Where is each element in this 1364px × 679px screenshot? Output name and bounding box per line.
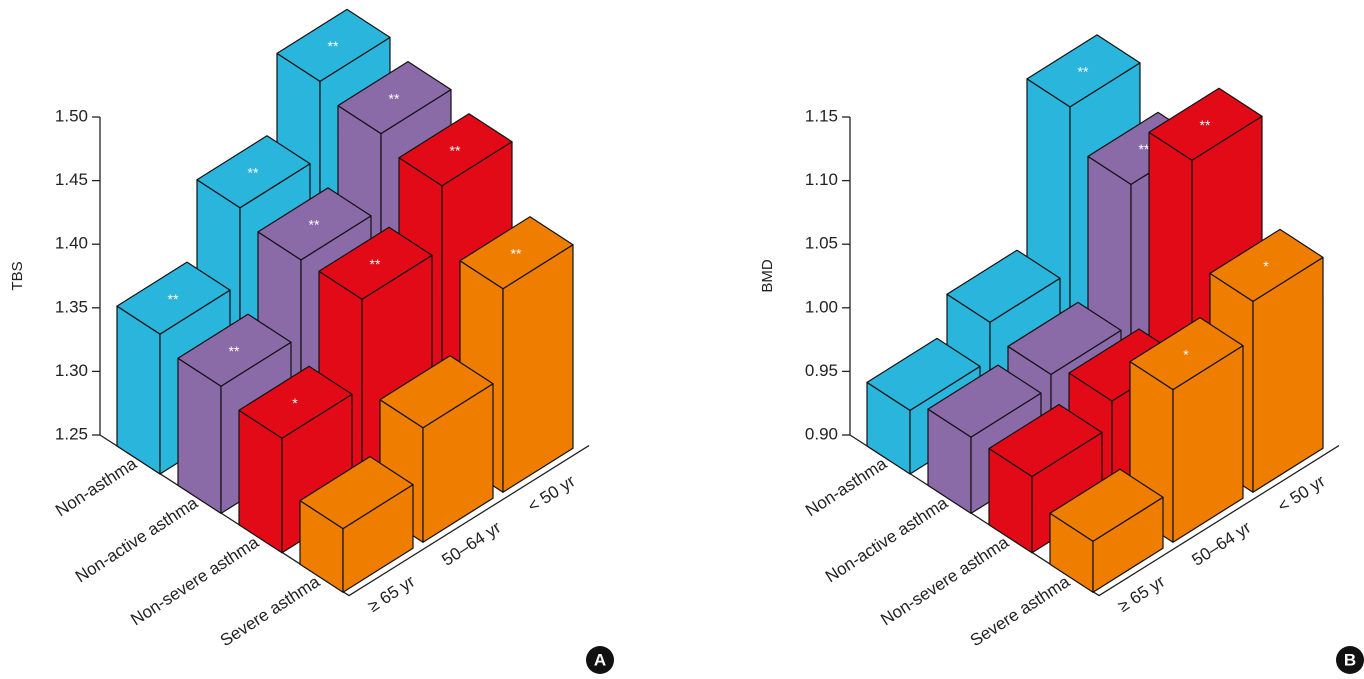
significance-label: **: [248, 164, 259, 180]
y-tick-label: 0.90: [805, 424, 838, 443]
significance-label: **: [168, 291, 179, 307]
significance-label: **: [328, 38, 339, 54]
group-label: Severe asthma: [217, 572, 324, 651]
group-label: Non-severe asthma: [127, 532, 262, 629]
significance-label: **: [511, 245, 522, 261]
bar-top-face: [1007, 301, 1122, 375]
y-axis-title: BMD: [759, 259, 776, 293]
significance-label: **: [450, 142, 461, 158]
group-label: Non-active asthma: [72, 493, 202, 586]
bar-top-face: [398, 113, 513, 187]
group-label: Severe asthma: [967, 572, 1074, 651]
y-tick-label: 1.45: [55, 170, 88, 189]
bar-top-face: [459, 216, 574, 290]
y-tick-label: 0.95: [805, 361, 838, 380]
bar-top-face: [276, 8, 391, 83]
bar-top-face: [946, 249, 1061, 323]
panel-label: B: [1344, 650, 1356, 669]
significance-label: **: [1139, 141, 1150, 157]
age-label: < 50 yr: [1274, 471, 1329, 516]
significance-label: *: [292, 395, 298, 411]
bar-top-face: [299, 456, 414, 530]
y-tick-label: 1.05: [805, 234, 838, 253]
y-axis-title: TBS: [9, 261, 26, 290]
bar: [299, 456, 414, 593]
age-label: ≥ 65 yr: [365, 571, 419, 615]
significance-label: **: [370, 256, 381, 272]
bar-top-face: [337, 60, 452, 135]
bar-top-face: [1129, 317, 1244, 391]
age-label: < 50 yr: [524, 471, 579, 516]
panel-label: A: [594, 650, 606, 669]
y-tick-label: 1.15: [805, 106, 838, 125]
bar-top-face: [1026, 34, 1141, 108]
y-tick-label: 1.25: [55, 424, 88, 443]
y-tick-label: 1.10: [805, 170, 838, 189]
age-label: ≥ 65 yr: [1115, 571, 1169, 615]
bar-top-face: [1209, 228, 1324, 302]
significance-label: *: [1263, 258, 1269, 274]
bar-top-face: [257, 187, 372, 261]
group-label: Non-asthma: [802, 454, 890, 521]
bar-top-face: [1148, 87, 1263, 161]
panel-badge: [1336, 646, 1364, 674]
significance-label: **: [1200, 117, 1211, 133]
y-tick-label: 1.30: [55, 361, 88, 380]
significance-label: **: [229, 343, 240, 359]
bar-top-face: [196, 135, 311, 209]
bar-top-face: [177, 313, 292, 387]
significance-label: *: [1183, 346, 1189, 362]
bar: [1049, 468, 1164, 593]
bar-top-face: [116, 261, 231, 335]
bar-front-face: [116, 305, 161, 475]
group-label: Non-active asthma: [822, 493, 952, 586]
bar-top-face: [318, 226, 433, 300]
significance-label: **: [1078, 64, 1089, 80]
significance-label: **: [389, 90, 400, 106]
y-tick-label: 1.40: [55, 234, 88, 253]
significance-label: **: [309, 217, 320, 233]
y-tick-label: 1.50: [55, 106, 88, 125]
bar-top-face: [927, 364, 1042, 438]
bar-top-face: [866, 337, 981, 411]
panel-badge: [586, 646, 614, 674]
bar-top-face: [379, 355, 494, 429]
bar-top-face: [238, 365, 353, 439]
y-tick-label: 1.00: [805, 297, 838, 316]
bar-top-face: [988, 403, 1103, 478]
bar-top-face: [1049, 468, 1164, 542]
y-tick-label: 1.35: [55, 297, 88, 316]
group-label: Non-asthma: [52, 454, 140, 521]
group-label: Non-severe asthma: [877, 532, 1012, 629]
